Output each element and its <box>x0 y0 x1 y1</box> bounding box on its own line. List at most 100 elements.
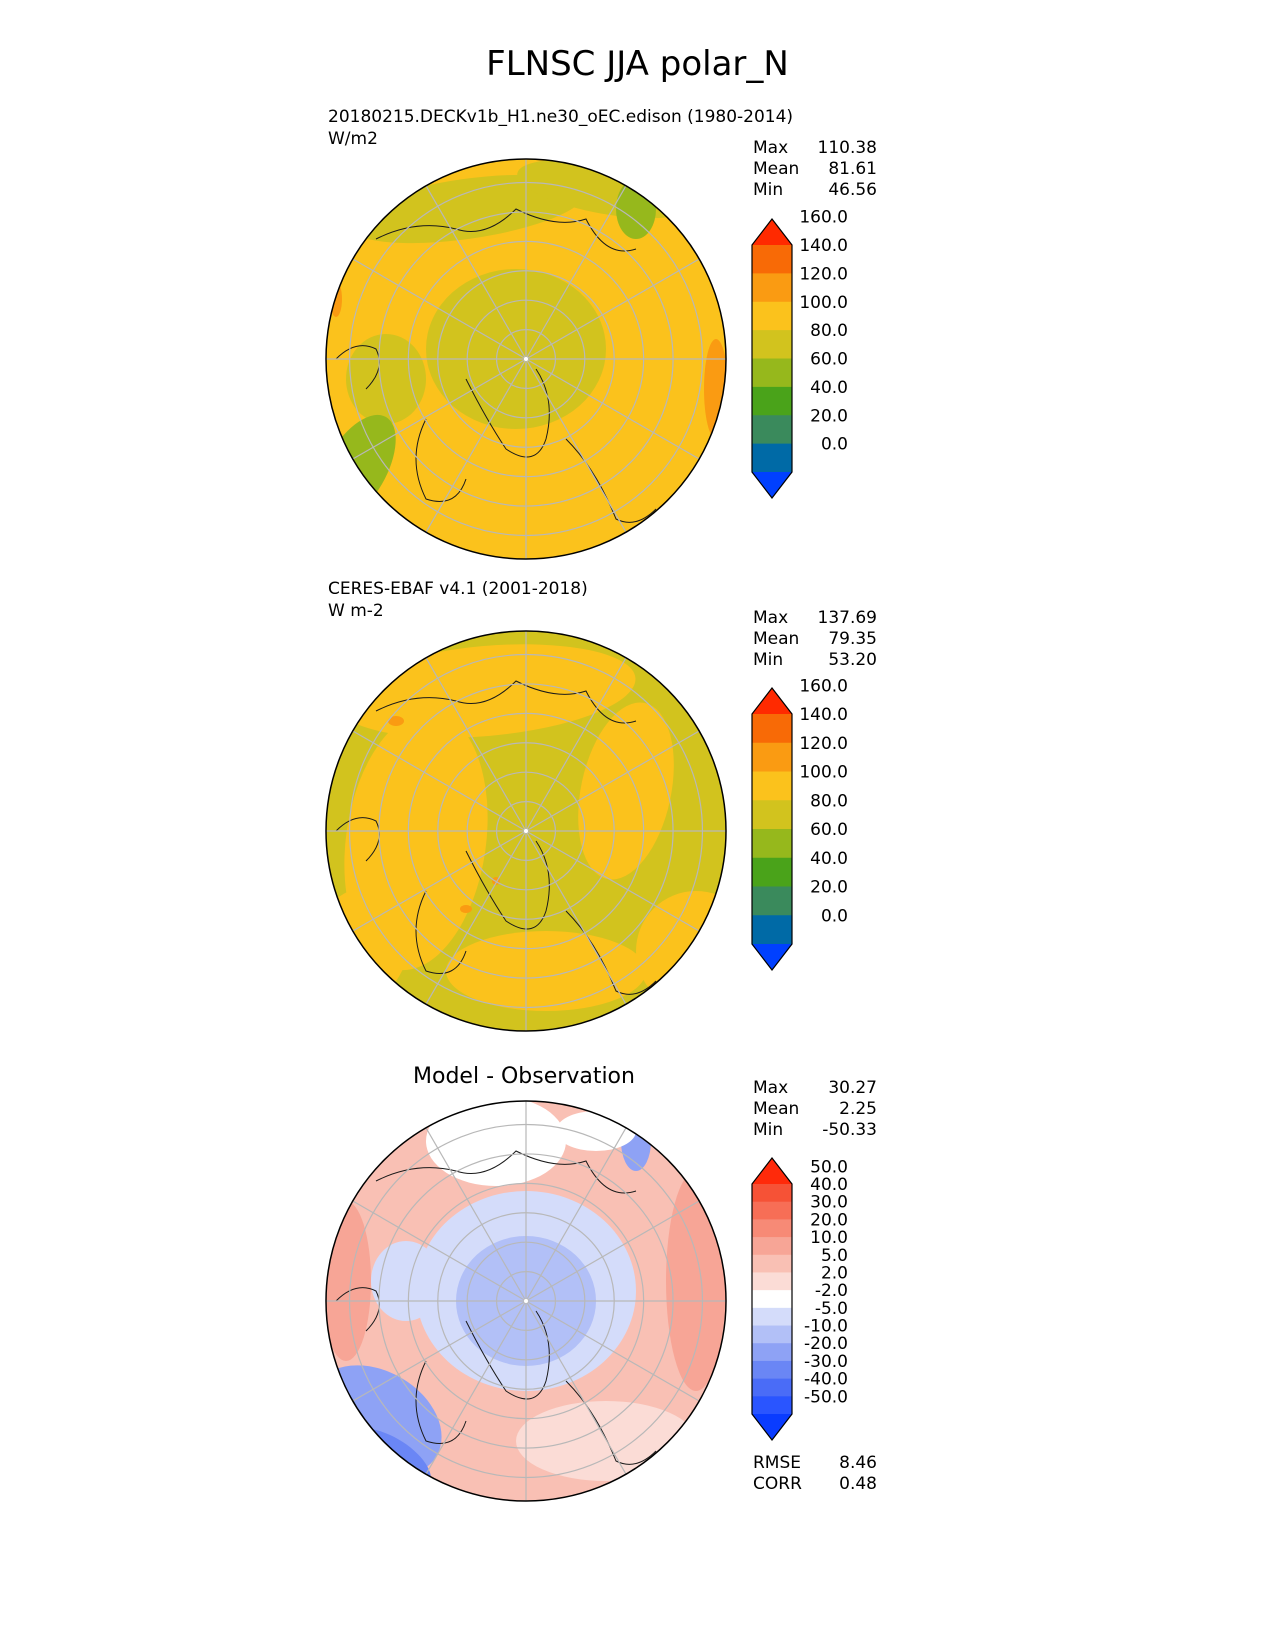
colorbar-bin <box>752 771 792 801</box>
map-boundary <box>325 1100 727 1502</box>
colorbar-tick-label: 0.0 <box>821 906 848 926</box>
colorbar-2: -50.0-40.0-30.0-20.0-10.0-5.0-2.02.05.01… <box>751 1157 848 1441</box>
colorbar-bin <box>752 1254 792 1273</box>
stat-label: Max <box>753 138 789 158</box>
colorbar-bin <box>752 1290 792 1309</box>
colorbar-tick-label: -30.0 <box>804 1352 848 1372</box>
stat-value: -50.33 <box>822 1120 877 1140</box>
field-region <box>616 179 656 239</box>
map-field-0 <box>326 159 726 559</box>
stat-value: 81.61 <box>828 159 877 179</box>
colorbar-extend-max <box>752 1158 792 1184</box>
pole-marker <box>524 1299 528 1303</box>
meridian-line <box>525 1200 700 1302</box>
stat-max: Max 30.27 <box>753 1078 877 1099</box>
meridian-line <box>352 1200 527 1302</box>
colorbar-tick-label: 120.0 <box>799 264 848 284</box>
stat-value: 137.69 <box>817 608 877 628</box>
field-region <box>426 269 606 429</box>
stat-max: Max 110.38 <box>753 138 877 159</box>
stat-value: 53.20 <box>828 650 877 670</box>
stat-min: Min 53.20 <box>753 650 877 671</box>
colorbar-bin <box>752 301 792 331</box>
stat-min: Min -50.33 <box>753 1120 877 1141</box>
stat-label: Min <box>753 650 784 670</box>
colorbar-tick-label: -40.0 <box>804 1370 848 1390</box>
meridian-line <box>525 1127 627 1302</box>
colorbar-bin <box>752 829 792 859</box>
colorbar-1: 0.0 20.0 40.0 60.0 80.0 100.0 120.0 140.0 160.0 <box>751 676 848 971</box>
colorbar-bin <box>752 358 792 388</box>
colorbar-extend-min <box>752 1414 792 1440</box>
colorbar-extend-min <box>752 944 792 970</box>
meridian-line <box>525 358 627 533</box>
meridian-line <box>525 185 627 360</box>
colorbar-bin <box>752 1201 792 1220</box>
graticule <box>326 631 726 1031</box>
coastline <box>335 1150 657 1465</box>
coastline <box>335 680 657 995</box>
obs-heading: CERES-EBAF v4.1 (2001-2018) W m-2 <box>328 578 588 622</box>
obs-stats: Max 137.69 Mean 79.35 Min 53.20 <box>753 608 877 671</box>
stat-value: 110.38 <box>817 138 877 158</box>
colorbar-bin <box>752 742 792 772</box>
map-boundary <box>325 158 727 560</box>
colorbar-0: 0.0 20.0 40.0 60.0 80.0 100.0 120.0 140.0 160.0 <box>751 208 848 499</box>
colorbar-tick-label: 5.0 <box>821 1246 848 1266</box>
colorbar-tick-label: 10.0 <box>810 1228 848 1248</box>
metric-value: 0.48 <box>839 1474 877 1494</box>
stat-mean: Mean 81.61 <box>753 159 877 180</box>
colorbar-outline <box>751 687 793 971</box>
colorbar-tick-label: 20.0 <box>810 1210 848 1230</box>
colorbar-tick-label: 120.0 <box>799 734 848 754</box>
colorbar-bin <box>752 273 792 303</box>
colorbar-tick-label: 60.0 <box>810 350 848 370</box>
field-region <box>460 905 472 913</box>
colorbar-bin <box>752 415 792 445</box>
colorbar-tick-label: 0.0 <box>821 435 848 455</box>
colorbar-tick-label: -5.0 <box>815 1299 848 1319</box>
colorbar-tick-label: 50.0 <box>810 1157 848 1177</box>
stat-max: Max 137.69 <box>753 608 877 629</box>
meridian-line <box>525 358 700 460</box>
colorbar-bin <box>752 386 792 416</box>
colorbar-bin <box>752 1219 792 1238</box>
colorbar-bin <box>752 1343 792 1362</box>
figure-title: FLNSC JJA polar_N <box>486 44 789 84</box>
colorbar-outline <box>751 218 793 499</box>
model-heading-text: 20180215.DECKv1b_H1.ne30_oEC.edison (198… <box>328 107 794 127</box>
colorbar-bin <box>752 245 792 274</box>
colorbar-tick-label: 160.0 <box>799 676 848 696</box>
diff-stats: Max 30.27 Mean 2.25 Min -50.33 <box>753 1078 877 1141</box>
colorbar-extend-min <box>752 472 792 498</box>
stat-label: Mean <box>753 159 800 179</box>
colorbar-tick-label: 20.0 <box>810 878 848 898</box>
colorbar-bin <box>752 1307 792 1327</box>
meridian-line <box>425 185 527 360</box>
stat-label: Max <box>753 608 789 628</box>
colorbar-bin <box>752 1325 792 1344</box>
diff-metrics: RMSE 8.46 CORR 0.48 <box>753 1453 877 1495</box>
meridian-line <box>425 830 527 1005</box>
colorbar-tick-label: -10.0 <box>804 1317 848 1337</box>
colorbar-tick-label: -2.0 <box>815 1281 848 1301</box>
meridian-line <box>425 358 527 533</box>
model-stats: Max 110.38 Mean 81.61 Min 46.56 <box>753 138 877 201</box>
colorbar-tick-label: 60.0 <box>810 820 848 840</box>
pole-marker <box>524 829 528 833</box>
pole-marker <box>524 357 528 361</box>
colorbar-bin <box>752 1360 792 1380</box>
stat-label: Min <box>753 180 784 200</box>
stat-mean: Mean 2.25 <box>753 1099 877 1120</box>
map-field-1 <box>326 631 726 1031</box>
metric-label: RMSE <box>753 1453 802 1473</box>
stat-mean: Mean 79.35 <box>753 629 877 650</box>
stat-label: Mean <box>753 1099 800 1119</box>
meridian-line <box>525 1300 700 1402</box>
meridian-line <box>425 1300 527 1475</box>
colorbar-bin <box>752 714 792 744</box>
meridian-line <box>525 730 700 832</box>
meridian-line <box>425 1127 527 1302</box>
field-region <box>388 716 404 726</box>
